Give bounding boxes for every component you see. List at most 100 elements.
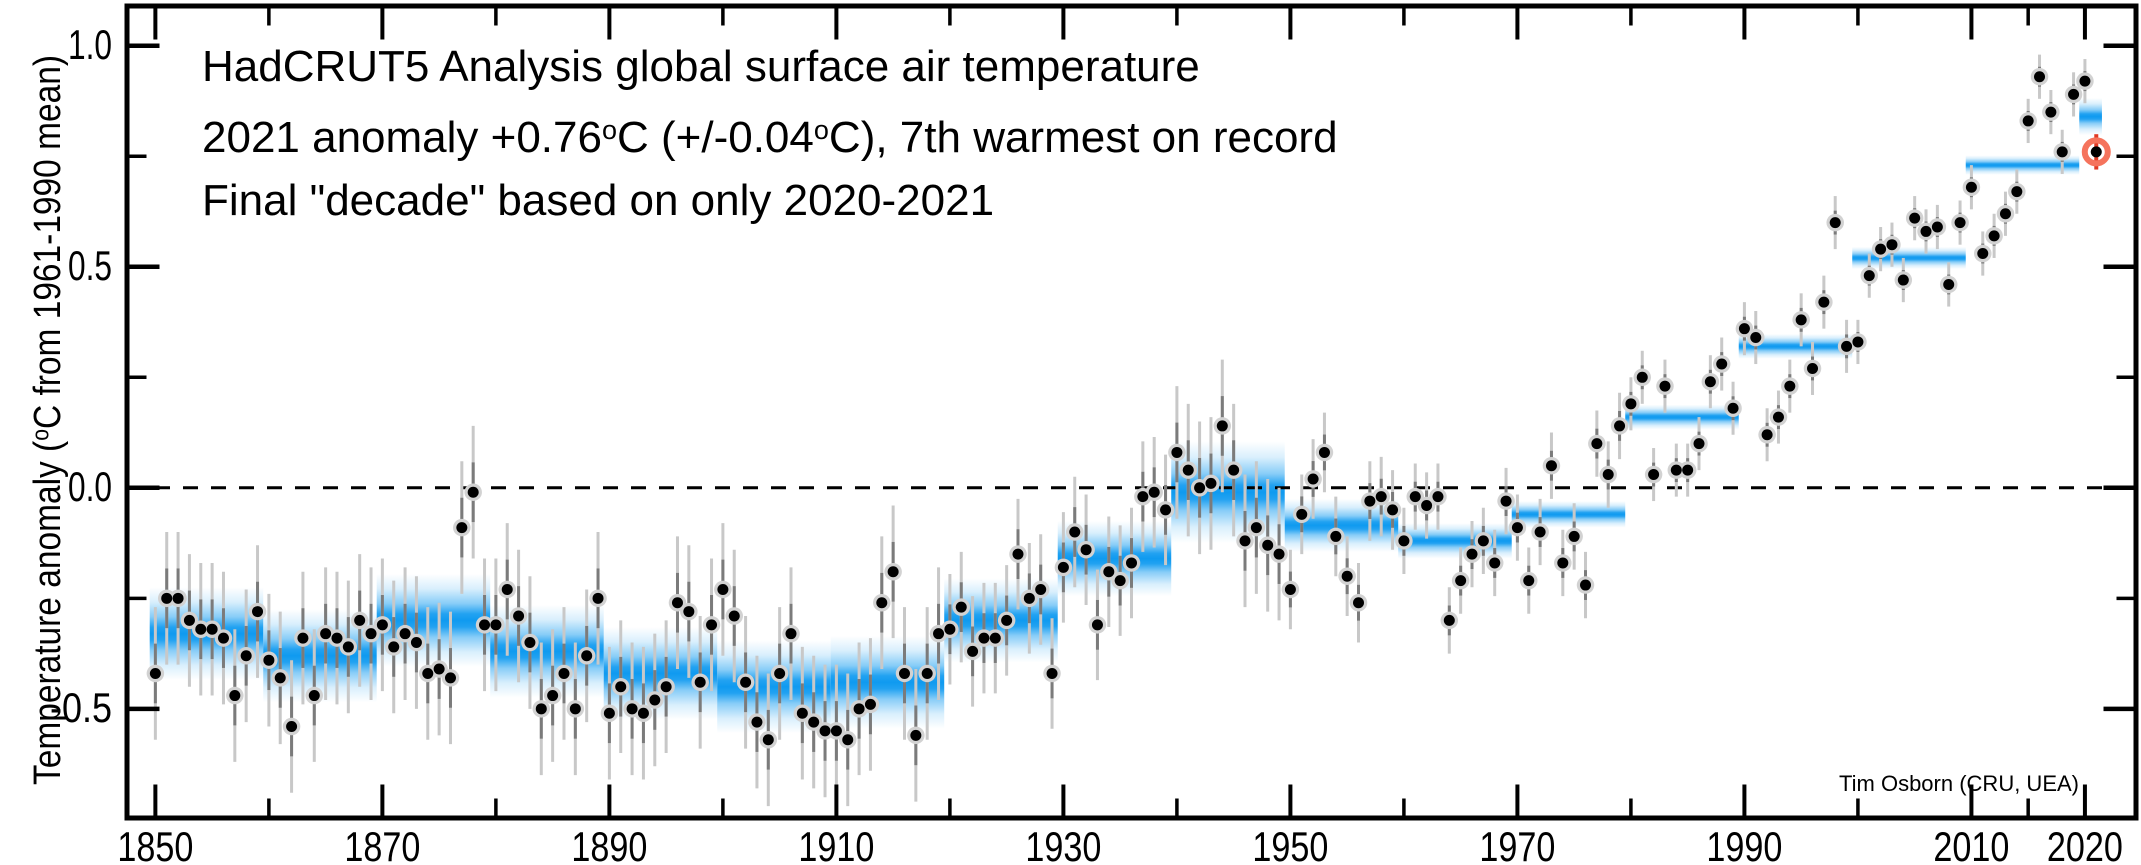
decade-band-1960s [1398, 523, 1512, 559]
data-point-1856 [217, 632, 229, 644]
data-point-2003 [1886, 239, 1898, 251]
data-point-1868 [354, 614, 366, 626]
data-point-1900 [717, 583, 729, 595]
data-point-1944 [1216, 420, 1228, 432]
data-point-1923 [978, 632, 990, 644]
data-point-1968 [1489, 557, 1501, 569]
data-point-1954 [1330, 530, 1342, 542]
data-point-1908 [808, 716, 820, 728]
data-point-1872 [399, 628, 411, 640]
x-tick-label-1950: 1950 [1252, 823, 1328, 865]
data-point-2019 [2068, 88, 2080, 100]
data-point-1862 [286, 721, 298, 733]
data-point-1863 [297, 632, 309, 644]
data-point-1986 [1693, 438, 1705, 450]
decade-band-1940s [1171, 441, 1285, 544]
data-point-1929 [1046, 667, 1058, 679]
data-point-1857 [229, 690, 241, 702]
x-tick-label-1870: 1870 [344, 823, 420, 865]
y-tick-label-0.5: 0.5 [68, 242, 112, 289]
data-point-1964 [1443, 614, 1455, 626]
data-point-1899 [706, 619, 718, 631]
data-point-1947 [1250, 522, 1262, 534]
data-point-2005 [1909, 212, 1921, 224]
data-point-1955 [1341, 570, 1353, 582]
data-point-1996 [1807, 362, 1819, 374]
data-point-1997 [1818, 296, 1830, 308]
data-point-1994 [1784, 380, 1796, 392]
data-point-1913 [864, 698, 876, 710]
data-point-1905 [774, 667, 786, 679]
data-point-1971 [1523, 575, 1535, 587]
data-point-1852 [172, 592, 184, 604]
axes-frame-and-ticks [124, 3, 2139, 821]
data-point-1867 [342, 641, 354, 653]
data-point-1893 [637, 707, 649, 719]
data-point-1912 [853, 703, 865, 715]
data-point-1902 [740, 676, 752, 688]
data-point-1937 [1137, 491, 1149, 503]
data-point-2017 [2045, 106, 2057, 118]
data-point-1976 [1580, 579, 1592, 591]
decade-band-1980s [1625, 404, 1739, 430]
data-point-1876 [444, 672, 456, 684]
data-point-1980 [1625, 398, 1637, 410]
data-point-1871 [388, 641, 400, 653]
data-point-1853 [183, 614, 195, 626]
data-point-1943 [1205, 477, 1217, 489]
data-point-1917 [910, 729, 922, 741]
data-point-1921 [955, 601, 967, 613]
chart-title: HadCRUT5 Analysis global surface air tem… [202, 42, 1200, 91]
data-point-1903 [751, 716, 763, 728]
data-point-1936 [1126, 557, 1137, 569]
data-point-1877 [456, 522, 468, 534]
data-point-1919 [933, 628, 945, 640]
data-point-2009 [1954, 217, 1966, 229]
data-point-1967 [1477, 535, 1489, 547]
data-point-1874 [422, 667, 434, 679]
data-point-1974 [1557, 557, 1569, 569]
data-point-1959 [1387, 504, 1399, 516]
data-point-1925 [1001, 614, 1013, 626]
data-point-2011 [1977, 248, 1989, 260]
axis-tick-labels: 1850 1870 1890 1910 1930 1950 1970 1990 2010 2020… [50, 21, 2123, 865]
data-point-1933 [1091, 619, 1103, 631]
data-point-1965 [1455, 575, 1467, 587]
data-point-1999 [1841, 340, 1853, 352]
chart-note-final-decade: Final "decade" based on only 2020-2021 [202, 176, 994, 225]
data-point-1934 [1103, 566, 1115, 578]
data-point-1995 [1795, 314, 1807, 326]
data-point-1931 [1069, 526, 1081, 538]
data-point-1887 [569, 703, 581, 715]
data-point-1950 [1284, 583, 1296, 595]
data-point-1870 [376, 619, 388, 631]
data-point-1879 [479, 619, 491, 631]
annual-anomaly-series [146, 54, 2094, 807]
data-point-1906 [785, 628, 797, 640]
data-point-2001 [1863, 270, 1875, 282]
data-point-1922 [967, 645, 979, 657]
x-tick-label-2020: 2020 [2047, 823, 2123, 865]
data-point-1878 [467, 486, 479, 498]
data-point-1935 [1114, 575, 1126, 587]
data-point-1915 [887, 566, 899, 578]
data-point-1982 [1648, 469, 1660, 481]
data-point-1926 [1012, 548, 1024, 560]
data-point-2020 [2079, 75, 2091, 87]
data-point-1951 [1296, 508, 1308, 520]
x-tick-label-1850: 1850 [117, 823, 193, 865]
data-point-1958 [1375, 491, 1387, 503]
data-point-1970 [1511, 522, 1523, 534]
y-tick-label-1.0: 1.0 [68, 21, 112, 68]
data-point-1952 [1307, 473, 1319, 485]
data-point-1927 [1023, 592, 1035, 604]
data-point-1932 [1080, 544, 1092, 556]
data-point-1973 [1545, 460, 1557, 472]
data-point-1972 [1534, 526, 1546, 538]
data-point-1875 [433, 663, 445, 675]
data-point-1880 [490, 619, 502, 631]
data-point-1918 [921, 667, 933, 679]
data-point-1861 [274, 672, 286, 684]
x-tick-label-1930: 1930 [1025, 823, 1101, 865]
data-point-1957 [1364, 495, 1376, 507]
